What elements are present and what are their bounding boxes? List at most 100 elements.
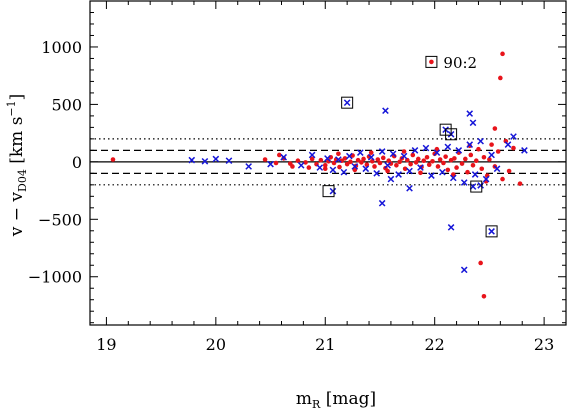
- red-dot-point: [342, 156, 348, 161]
- red-dot-point: [450, 172, 456, 177]
- highlight-box: [445, 128, 458, 141]
- red-dot-point: [473, 158, 479, 164]
- blue-cross-point: [335, 156, 342, 163]
- red-dot-point: [394, 162, 399, 168]
- red-dot-point: [368, 150, 374, 155]
- red-dot-point: [424, 154, 430, 160]
- blue-cross-point: [477, 137, 484, 145]
- blue-cross-point: [297, 161, 305, 169]
- red-dot-point: [426, 162, 432, 168]
- red-dot-point: [375, 157, 381, 162]
- red-dot-point: [408, 161, 413, 167]
- red-dot-point: [110, 157, 116, 162]
- red-dot-point: [418, 170, 423, 176]
- blue-cross-point: [406, 184, 413, 192]
- red-dot-point: [401, 149, 407, 154]
- blue-cross-point: [343, 99, 351, 107]
- red-dot-point: [430, 158, 435, 164]
- highlight-box: [322, 185, 335, 198]
- blue-cross-point: [428, 172, 435, 179]
- blue-cross-point: [466, 110, 474, 117]
- x-axis-label-rest: [mag]: [320, 389, 376, 409]
- axis-ticks: [90, 0, 567, 325]
- plot-border: [89, 0, 567, 326]
- data-points: [110, 51, 528, 299]
- red-dot-point: [434, 146, 440, 152]
- highlight-box: [341, 96, 354, 109]
- y-axis-label-lead: v − v: [7, 192, 27, 238]
- red-dot-point: [517, 181, 523, 186]
- blue-cross-point: [488, 228, 495, 235]
- y-tick-label: 0: [72, 153, 82, 172]
- y-tick-label: 500: [51, 95, 82, 114]
- red-dot-point: [348, 159, 353, 165]
- blue-cross-point: [316, 164, 324, 171]
- red-dot-point: [452, 156, 457, 161]
- red-dot-point: [415, 156, 421, 162]
- highlight-box: [485, 225, 498, 238]
- red-dot-point: [380, 155, 386, 161]
- blue-cross-point: [280, 153, 288, 161]
- blue-cross-point: [439, 168, 446, 176]
- red-dot-point: [352, 167, 358, 173]
- blue-cross-point: [449, 174, 457, 182]
- blue-cross-point: [455, 147, 463, 154]
- red-dot-point: [397, 159, 402, 165]
- red-dot-point: [478, 260, 483, 266]
- highlight-box: [470, 180, 483, 193]
- red-dot-point: [467, 143, 473, 149]
- red-dot-point: [495, 149, 501, 154]
- blue-cross-point: [346, 152, 353, 160]
- red-dot-point: [445, 167, 451, 173]
- annotation-label: 90:2: [443, 54, 477, 72]
- red-dot-point: [303, 160, 308, 165]
- red-dot-point: [336, 151, 341, 157]
- red-dot-point: [481, 154, 487, 160]
- red-dot-point: [306, 165, 312, 170]
- red-dot-point: [463, 156, 468, 162]
- red-dot-point: [500, 176, 505, 182]
- red-dot-point: [481, 293, 487, 299]
- red-dot-point: [459, 161, 465, 166]
- x-tick-label: 21: [315, 335, 335, 354]
- blue-cross-point: [471, 171, 479, 178]
- blue-cross-point: [387, 175, 395, 183]
- blue-cross-point: [225, 157, 233, 165]
- red-dot-point: [337, 164, 342, 170]
- blue-cross-point: [373, 170, 381, 177]
- highlight-boxes: [322, 55, 498, 238]
- blue-cross-point: [510, 133, 517, 140]
- red-dot-point: [413, 160, 419, 165]
- blue-cross-point: [406, 167, 413, 175]
- y-tick-label: −500: [38, 210, 82, 229]
- y-axis-label-tail: ]: [7, 94, 27, 101]
- red-dot-point: [295, 158, 301, 164]
- red-dot-point: [500, 51, 505, 57]
- blue-cross-point: [340, 168, 348, 176]
- blue-cross-point: [378, 148, 386, 155]
- blue-cross-point: [384, 161, 391, 169]
- red-dot-point: [487, 157, 492, 162]
- red-dot-point: [372, 164, 377, 169]
- y-tick-label: 1000: [41, 38, 82, 57]
- red-dot-point: [385, 168, 390, 174]
- blue-cross-point: [362, 165, 370, 173]
- x-axis-label-main: m: [296, 389, 312, 409]
- red-dot-point: [359, 160, 364, 165]
- y-axis-label: v − vD04 [km s−1]: [5, 94, 29, 238]
- red-dot-point: [262, 157, 268, 162]
- blue-cross-point: [324, 155, 331, 162]
- x-tick-label: 23: [534, 335, 554, 354]
- highlight-box: [425, 55, 438, 68]
- blue-cross-point: [395, 171, 402, 178]
- red-dot-point: [277, 152, 282, 158]
- red-dot-point: [443, 154, 448, 159]
- red-dot-point: [437, 157, 443, 162]
- red-dot-point: [377, 160, 383, 166]
- red-dot-point: [322, 162, 328, 168]
- blue-cross-point: [417, 164, 424, 171]
- red-dot-point: [391, 153, 397, 159]
- x-axis-label-sub: R: [312, 398, 321, 411]
- blue-cross-point: [378, 199, 386, 207]
